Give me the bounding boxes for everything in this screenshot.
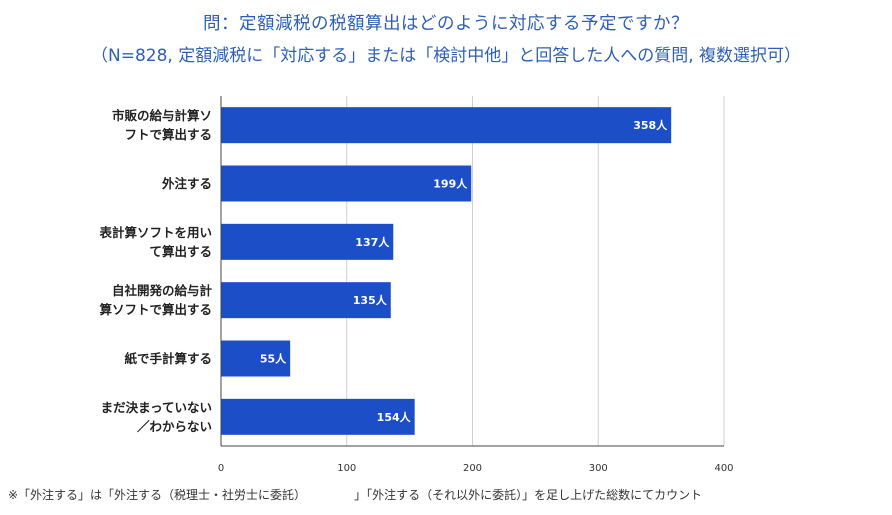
x-tick-label: 200 xyxy=(463,463,482,474)
footnote-part2: 」「外注する（それ以外に委託）」を足し上げた総数にてカウント xyxy=(354,488,703,502)
data-label: 199人 xyxy=(433,177,468,191)
category-label: 外注する xyxy=(161,176,212,191)
category-label: 市販の給与計算ソ xyxy=(112,108,212,123)
chart-subtitle: （N=828, 定額減税に「対応する」または「検討中他」と回答した人への質問, … xyxy=(90,46,802,66)
category-label: フトで算出する xyxy=(124,127,212,142)
category-label: 算ソフトで算出する xyxy=(99,302,212,317)
data-label: 154人 xyxy=(377,410,412,424)
bar xyxy=(221,282,391,319)
bar xyxy=(221,165,472,202)
footnote: ※「外注する」は「外注する（税理士・社労士に委託） 」「外注する（それ以外に委託）… xyxy=(8,486,702,503)
category-label: て算出する xyxy=(149,244,212,259)
bar xyxy=(221,223,394,260)
category-label: 表計算ソフトを用い xyxy=(98,225,212,240)
category-label: ／わからない xyxy=(137,419,212,434)
x-tick-label: 400 xyxy=(714,463,733,474)
data-label: 358人 xyxy=(633,118,668,132)
bar xyxy=(221,340,291,377)
bar xyxy=(221,398,415,435)
x-tick-label: 0 xyxy=(218,463,224,474)
x-tick-label: 300 xyxy=(589,463,608,474)
data-label: 137人 xyxy=(355,235,390,249)
category-label: 紙で手計算する xyxy=(124,351,212,366)
x-tick-label: 100 xyxy=(337,463,356,474)
chart-title: 問：定額減税の税額算出はどのように対応する予定ですか？ xyxy=(203,14,689,34)
data-label: 55人 xyxy=(260,352,287,366)
bar xyxy=(221,107,672,144)
category-label: まだ決まっていない xyxy=(101,400,212,415)
category-label: 自社開発の給与計 xyxy=(112,283,213,298)
footnote-part1: ※「外注する」は「外注する（税理士・社労士に委託） xyxy=(8,488,307,502)
data-label: 135人 xyxy=(353,293,388,307)
